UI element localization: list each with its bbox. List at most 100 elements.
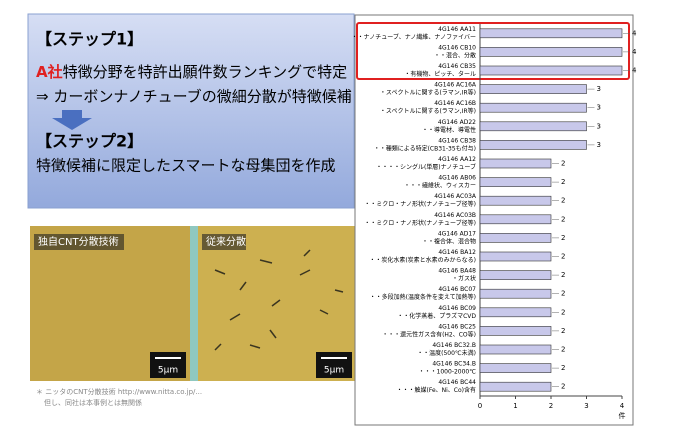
photo-label: 従来分散: [206, 235, 246, 248]
value-label: 4: [632, 29, 637, 37]
y-tick-label: ・・多段加熱(温度条件を変えて加熱等): [370, 293, 476, 301]
line1-text: 特徴分野を特許出願件数ランキングで特定: [63, 63, 348, 81]
emph: A社: [36, 63, 63, 81]
y-tick-label: 4G146 AC03B: [434, 212, 476, 219]
y-tick-label: 4G146 AB06: [438, 175, 476, 182]
y-tick-label: 4G146 BC07: [438, 286, 476, 293]
value-label: 2: [561, 364, 565, 372]
y-tick-label: 4G146 BC25: [438, 323, 476, 330]
bar: [479, 344, 552, 355]
text-box: [27, 13, 355, 209]
y-tick-label: ・・・・シングル(単層)ナノチューブ: [376, 163, 476, 171]
footnote: 但し、同社は本事例とは無関係: [44, 398, 142, 407]
value-label: 2: [561, 253, 565, 261]
line2: ⇒ カーボンナノチューブの微細分散が特徴候補: [36, 88, 352, 106]
value-label: 3: [597, 85, 601, 93]
value-label: 4: [632, 48, 637, 56]
bar: [479, 84, 587, 94]
bar: [479, 251, 552, 262]
line1: A社特徴分野を特許出願件数ランキングで特定: [36, 63, 347, 81]
y-tick-label: 4G146 BC44: [438, 379, 476, 386]
bar: [479, 195, 552, 206]
x-axis-label: 件: [619, 411, 626, 420]
y-tick-label: 4G146 BA48: [438, 268, 476, 275]
y-tick-label: ・・導電材、導電性: [422, 126, 476, 134]
y-tick-label: 4G146 BA12: [438, 249, 476, 256]
y-tick-label: 4G146 BC32.B: [432, 342, 476, 349]
bar: [479, 270, 552, 280]
y-tick-label: 4G146 AA12: [438, 156, 476, 163]
value-label: 2: [561, 197, 565, 205]
y-tick-label: 4G146 CB38: [438, 137, 476, 144]
value-label: 2: [561, 308, 565, 316]
bar: [479, 288, 552, 299]
y-tick-label: ・・ナノチューブ、ナノ繊維、ナノファイバー: [352, 33, 476, 41]
step1-title: 【ステップ1】: [36, 30, 143, 49]
highlight-box: [356, 22, 630, 80]
y-tick-label: ・・炭化水素(炭素と水素のみからなる): [369, 256, 476, 264]
scale-text: 5μm: [324, 366, 344, 376]
label-bg: [202, 234, 246, 250]
y-tick-label: 4G146 AC16A: [434, 82, 477, 89]
value-label: 3: [597, 141, 601, 149]
y-tick-label: ・スペクトルに関する(ラマン,IR等): [380, 89, 476, 97]
y-tick-label: 4G146 AA11: [438, 26, 476, 33]
y-tick-label: 4G146 AC16B: [434, 100, 476, 107]
x-tick-label: 4: [620, 402, 625, 410]
bar: [479, 381, 552, 392]
bar: [479, 214, 552, 225]
y-tick-label: 4G146 BC34.B: [432, 361, 476, 368]
y-tick-label: ・・混合、分散: [434, 51, 476, 59]
value-label: 2: [561, 178, 565, 186]
bar: [479, 28, 623, 39]
bar: [479, 326, 552, 336]
value-label: 2: [561, 290, 565, 298]
line3: 特徴候補に限定したスマートな母集団を作成: [36, 157, 336, 175]
bar: [479, 102, 587, 113]
value-label: 2: [561, 234, 565, 242]
x-tick-label: 1: [513, 402, 517, 410]
value-label: 3: [597, 104, 601, 112]
y-tick-label: ・・ミクロ・ナノ形状(ナノチューブ径等): [364, 200, 476, 208]
y-tick-label: ・スペクトルに関する(ラマン,IR等): [380, 107, 476, 115]
y-tick-label: 4G146 CB10: [438, 44, 476, 51]
bar: [479, 363, 552, 373]
value-label: 2: [561, 215, 565, 223]
y-tick-label: 4G146 AD17: [438, 230, 476, 237]
bar: [479, 65, 623, 76]
y-tick-label: ・・種類による特定(CB31-35も付与): [374, 144, 476, 152]
y-tick-label: 4G146 AC03A: [434, 193, 477, 200]
step2-title: 【ステップ2】: [36, 132, 143, 151]
y-tick-label: ・・・触媒(Fe、Ni、Co)含有: [396, 386, 476, 394]
value-label: 2: [561, 383, 565, 391]
y-tick-label: ・ガス状: [452, 275, 476, 283]
value-label: 4: [632, 67, 637, 75]
value-label: 2: [561, 327, 565, 335]
bar: [479, 307, 552, 318]
label-bg: [34, 234, 124, 250]
y-tick-label: ・・・還元性ガス含有(H2、CO等): [382, 330, 476, 338]
bar: [479, 140, 587, 150]
photo-gap: [190, 226, 198, 381]
x-tick-label: 3: [584, 402, 588, 410]
down-arrow: [52, 110, 92, 130]
y-tick-label: ・・・繊維状、ウィスカー: [404, 182, 476, 190]
y-tick-label: 4G146 AD22: [438, 119, 476, 126]
x-tick-label: 0: [478, 402, 482, 410]
y-tick-label: ・・複合体、混合物: [422, 237, 476, 245]
scale-bg: [316, 352, 352, 378]
y-tick-label: ・・ミクロ・ナノ形状(ナノチューブ径等): [364, 219, 476, 227]
y-tick-label: 4G146 BC09: [438, 305, 476, 312]
bar: [479, 158, 552, 169]
scale-bg: [150, 352, 186, 378]
y-tick-label: 4G146 CB35: [438, 63, 476, 70]
scale-text: 5μm: [158, 366, 178, 376]
y-tick-label: ・・化学蒸着、プラズマCVD: [397, 312, 476, 320]
y-tick-label: ・有機物、ピッチ、タール: [404, 70, 476, 78]
value-label: 2: [561, 346, 565, 354]
footnote: ＊ ニッタのCNT分散技術 http://www.nitta.co.jp/...: [36, 387, 202, 396]
bar: [479, 121, 587, 132]
